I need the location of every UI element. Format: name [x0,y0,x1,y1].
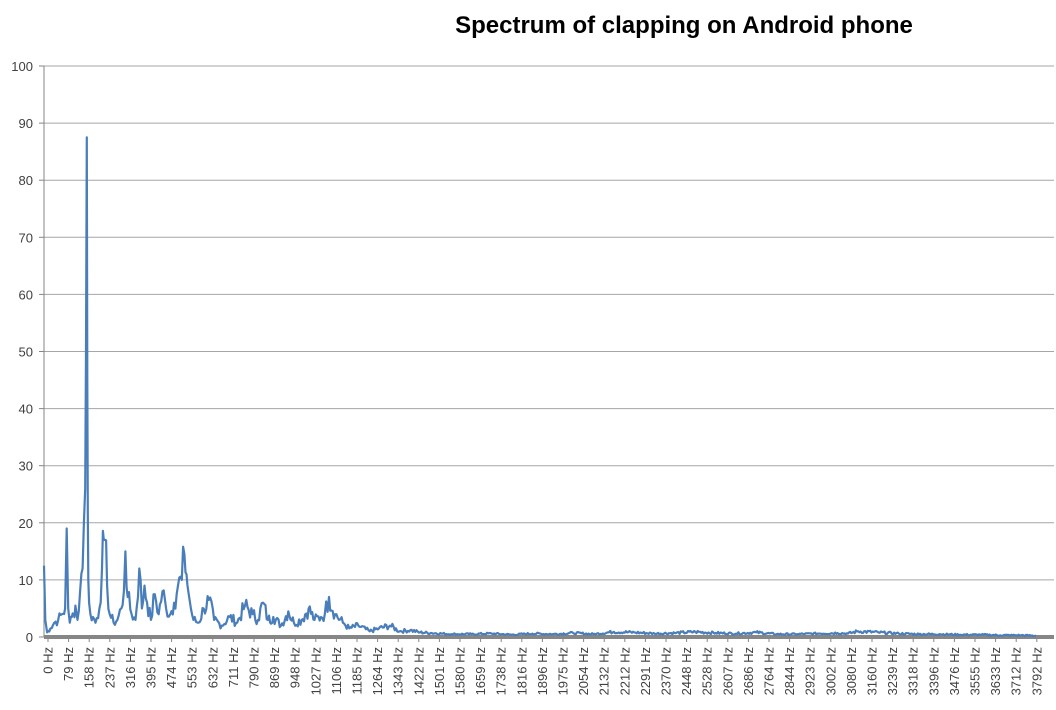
x-tick-label: 474 Hz [164,647,179,688]
y-tick-label: 40 [19,402,33,417]
x-tick-label: 1343 Hz [391,647,406,695]
y-tick-label: 0 [26,630,33,645]
x-tick-label: 2448 Hz [679,647,694,695]
x-tick-label: 3318 Hz [906,647,921,695]
y-tick-label: 30 [19,459,33,474]
x-tick-label: 2607 Hz [720,647,735,695]
x-tick-label: 2764 Hz [762,647,777,695]
y-tick-label: 60 [19,287,33,302]
x-tick-label: 2923 Hz [803,647,818,695]
x-tick-label: 2528 Hz [700,647,715,695]
gridlines [44,65,1054,581]
x-tick-label: 2054 Hz [576,647,591,695]
x-tick-label: 1659 Hz [473,647,488,695]
x-tick-label: 2844 Hz [782,647,797,695]
y-tick-label: 20 [19,516,33,531]
x-tick-label: 3080 Hz [844,647,859,695]
x-tick-label: 1738 Hz [494,647,509,695]
x-tick-label: 3476 Hz [947,647,962,695]
x-tick-label: 2370 Hz [659,647,674,695]
x-tick-label: 948 Hz [288,647,303,688]
x-tick-label: 2212 Hz [617,647,632,695]
y-tick-label: 50 [19,345,33,360]
x-tick-label: 1422 Hz [411,647,426,695]
x-tick-label: 1264 Hz [370,647,385,695]
x-tick-label: 2132 Hz [597,647,612,695]
x-tick-label: 3160 Hz [865,647,880,695]
x-tick-label: 1975 Hz [556,647,571,695]
x-tick-label: 3239 Hz [885,647,900,695]
x-tick-label: 395 Hz [144,647,159,688]
y-tick-label: 10 [19,573,33,588]
x-tick-label: 316 Hz [123,647,138,688]
x-tick-label: 1185 Hz [350,647,365,694]
x-tick-label: 711 Hz [226,647,241,687]
x-tick-label: 158 Hz [82,647,97,688]
y-tick-label: 100 [11,59,33,74]
x-tick-label: 3792 Hz [1029,647,1044,695]
y-axis-ticks: 0 10 20 30 40 50 60 70 80 90 100 [11,59,44,645]
x-tick-label: 1580 Hz [453,647,468,695]
y-tick-label: 90 [19,116,33,131]
x-tick-label: 1106 Hz [329,647,344,694]
x-tick-label: 3396 Hz [926,647,941,695]
x-tick-label: 3555 Hz [968,647,983,695]
x-tick-label: 1816 Hz [514,647,529,695]
x-tick-label: 1027 Hz [308,647,323,695]
y-tick-label: 70 [19,230,33,245]
x-tick-label: 0 Hz [41,647,56,674]
x-tick-label: 3002 Hz [823,647,838,695]
x-tick-label: 1896 Hz [535,647,550,695]
series-line [42,136,1036,638]
x-tick-label: 2291 Hz [638,647,653,695]
x-axis-ticks: 0 Hz 79 Hz 158 Hz 237 Hz 316 Hz 395 Hz 474 Hz 5… [41,637,1044,695]
x-tick-label: 237 Hz [102,647,117,688]
x-tick-label: 632 Hz [205,647,220,688]
x-tick-label: 790 Hz [247,647,262,688]
x-tick-label: 79 Hz [61,647,76,681]
x-tick-label: 553 Hz [185,647,200,688]
x-tick-label: 2686 Hz [741,647,756,695]
x-tick-label: 3633 Hz [988,647,1003,695]
x-tick-label: 3712 Hz [1009,647,1024,695]
x-tick-label: 869 Hz [267,647,282,688]
chart-title: Spectrum of clapping on Android phone [455,12,913,39]
y-tick-label: 80 [19,173,33,188]
x-tick-label: 1501 Hz [432,647,447,695]
